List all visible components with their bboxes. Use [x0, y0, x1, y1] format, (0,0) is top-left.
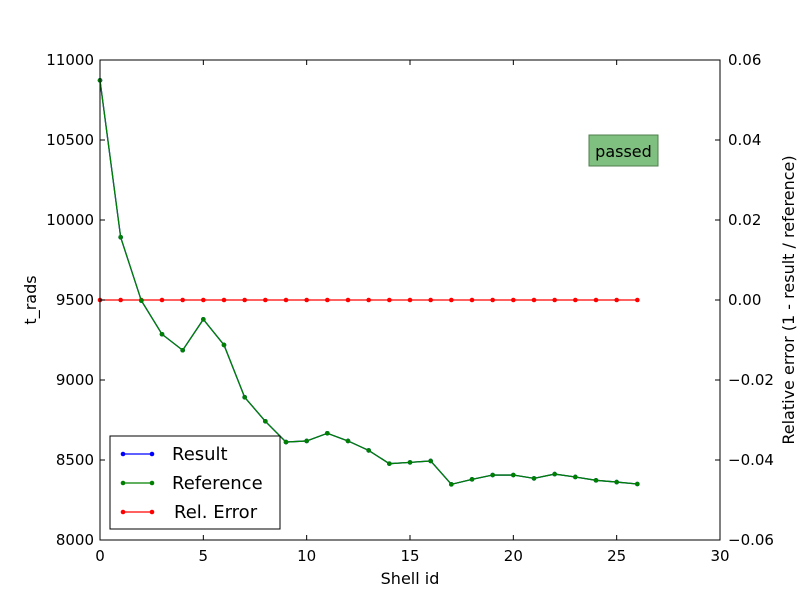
data-point-rel-error: [407, 297, 413, 303]
legend-marker-rel-error: [149, 509, 155, 515]
x-tick-label: 10: [297, 547, 316, 565]
y2-axis-label: Relative error (1 - result / reference): [779, 155, 798, 444]
passed-annotation: passed: [588, 134, 659, 167]
data-point-rel-error: [159, 297, 165, 303]
legend-marker-reference: [120, 480, 126, 486]
data-point-reference: [469, 477, 475, 482]
data-point-rel-error: [345, 297, 351, 303]
data-point-rel-error: [263, 297, 268, 303]
data-point-reference: [531, 476, 537, 481]
data-point-rel-error: [469, 297, 475, 303]
legend-label-result: Result: [172, 444, 228, 465]
x-tick-label: 30: [710, 547, 729, 565]
data-point-reference: [201, 317, 206, 322]
x-tick-label: 15: [400, 547, 419, 565]
data-point-reference: [387, 461, 392, 466]
y2-tick-label: −0.06: [728, 531, 774, 549]
data-point-rel-error: [511, 297, 516, 303]
y2-tick-label: 0.02: [728, 211, 761, 229]
y-tick-label: 9000: [56, 371, 94, 389]
y2-tick-label: 0.00: [728, 291, 761, 309]
data-point-reference: [449, 482, 454, 487]
series-reference: [97, 78, 640, 487]
x-tick-label: 0: [95, 547, 105, 565]
data-point-rel-error: [531, 297, 537, 303]
data-point-rel-error: [366, 297, 371, 303]
data-point-reference: [242, 394, 247, 400]
ticks-layer: 0 5 10 15 20 25 30 8000 8500 9000 9500 10000 10500 11…: [46, 51, 774, 565]
data-point-reference: [366, 448, 371, 453]
passed-text: passed: [595, 142, 652, 161]
data-point-reference: [511, 472, 516, 478]
data-point-reference: [283, 439, 289, 445]
data-point-rel-error: [325, 297, 330, 303]
data-point-reference: [490, 472, 495, 478]
legend-marker-reference: [149, 480, 155, 486]
data-point-reference: [159, 331, 165, 337]
x-tick-label: 5: [199, 547, 209, 565]
legend: Result Reference Rel. Error: [109, 435, 281, 530]
data-point-rel-error: [593, 297, 599, 303]
data-point-rel-error: [118, 297, 123, 303]
data-point-reference: [180, 347, 185, 353]
data-point-reference: [304, 438, 309, 444]
data-point-rel-error: [552, 297, 557, 303]
passed-box: [588, 134, 659, 167]
data-point-reference: [118, 234, 123, 240]
x-tick-label: 20: [504, 547, 523, 565]
data-point-reference: [221, 342, 227, 348]
y2-tick-label: −0.04: [728, 451, 774, 469]
data-point-rel-error: [428, 297, 433, 303]
data-point-rel-error: [573, 297, 578, 303]
legend-label-reference: Reference: [172, 473, 263, 494]
data-point-reference: [407, 460, 413, 465]
y2-tick-label: 0.06: [728, 51, 761, 69]
legend-marker-result: [120, 451, 126, 457]
y-axis-label: t_rads: [21, 275, 41, 324]
data-point-reference: [325, 430, 330, 436]
y-tick-label: 11000: [46, 51, 94, 69]
data-point-rel-error: [201, 297, 206, 303]
series-rel-error: [97, 297, 640, 303]
data-point-reference: [635, 481, 640, 487]
data-point-rel-error: [387, 297, 392, 303]
data-point-rel-error: [242, 297, 247, 303]
legend-label-rel-error: Rel. Error: [174, 502, 258, 523]
data-point-reference: [345, 438, 351, 444]
data-point-rel-error: [221, 297, 227, 303]
data-point-reference: [614, 479, 619, 485]
data-point-rel-error: [180, 297, 185, 303]
y2-tick-label: −0.02: [728, 371, 774, 389]
data-point-rel-error: [490, 297, 495, 303]
data-point-rel-error: [283, 297, 289, 303]
data-point-reference: [573, 474, 578, 480]
y-tick-label: 9500: [56, 291, 94, 309]
data-point-reference: [428, 458, 433, 464]
data-point-rel-error: [635, 297, 640, 303]
data-point-rel-error: [614, 297, 619, 303]
y-tick-label: 10500: [46, 131, 94, 149]
y-tick-label: 8000: [56, 531, 94, 549]
y-tick-label: 10000: [46, 211, 94, 229]
legend-marker-rel-error: [120, 509, 126, 515]
x-axis-label: Shell id: [381, 569, 440, 588]
data-point-reference: [263, 418, 268, 424]
data-point-rel-error: [304, 297, 309, 303]
data-point-reference: [552, 471, 557, 477]
data-point-rel-error: [449, 297, 454, 303]
data-point-reference: [139, 298, 144, 303]
y2-tick-label: 0.04: [728, 131, 761, 149]
x-tick-label: 25: [607, 547, 626, 565]
data-point-reference: [593, 478, 599, 483]
legend-marker-result: [149, 451, 155, 457]
series-layer: [97, 78, 640, 487]
y-tick-label: 8500: [56, 451, 94, 469]
